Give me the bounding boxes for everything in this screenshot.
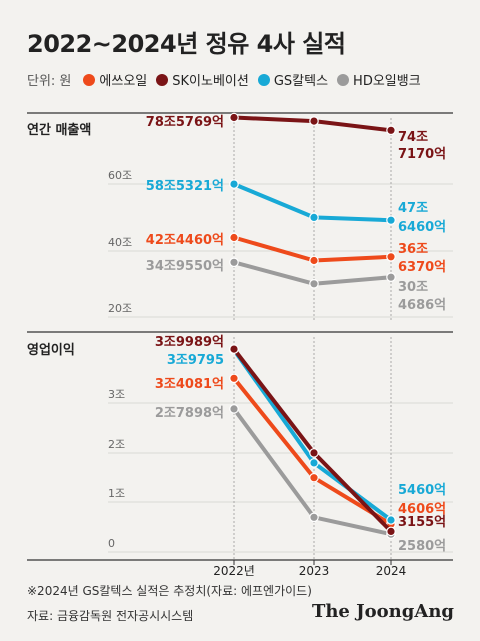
start-value-label: 58조5321억	[146, 179, 224, 194]
y-tick-label: 60조	[108, 169, 132, 182]
y-tick-label: 0	[108, 537, 115, 550]
end-value-label: 6460억	[398, 220, 446, 235]
y-tick-label: 1조	[108, 487, 125, 500]
publisher-logo: The JoongAng	[311, 601, 454, 622]
end-value-label: 5460억	[398, 483, 446, 498]
data-point	[309, 458, 319, 468]
data-point	[309, 278, 319, 289]
x-tick-label: 2022년	[213, 564, 255, 578]
legend-item-gs: GS칼텍스	[257, 70, 329, 89]
legend-label: GS칼텍스	[273, 74, 329, 89]
legend-label: 에쓰오일	[99, 74, 148, 89]
start-value-label: 42조4460억	[146, 233, 224, 248]
end-value-label: 30조	[398, 280, 428, 295]
end-value-label: 4606억	[398, 502, 446, 517]
data-point	[309, 472, 319, 483]
source-note: 자료: 금융감독원 전자공시시스템	[27, 609, 194, 623]
legend: 단위: 원 에쓰오일 SK이노베이션 GS칼텍스 HD오일뱅크	[27, 70, 430, 89]
data-point	[386, 215, 396, 225]
end-value-label: 2580억	[398, 539, 446, 554]
data-point	[386, 125, 396, 136]
end-value-label: 74조	[398, 130, 428, 145]
legend-label: HD오일뱅크	[353, 74, 421, 89]
end-value-label: 4686억	[398, 298, 446, 313]
y-tick-label: 40조	[108, 236, 132, 249]
legend-dot-icon	[337, 73, 350, 86]
end-value-label: 47조	[398, 201, 428, 216]
panel-title: 연간 매출액	[27, 122, 91, 138]
data-point	[309, 512, 319, 523]
y-tick-label: 3조	[108, 388, 125, 401]
legend-dot-icon	[83, 73, 96, 86]
panel-title: 영업이익	[27, 342, 75, 358]
data-point	[386, 272, 396, 282]
start-value-label: 3조4081억	[155, 377, 224, 392]
end-value-label: 36조	[398, 242, 428, 257]
start-value-label: 78조5769억	[146, 115, 224, 130]
data-point	[386, 526, 396, 537]
y-tick-label: 20조	[108, 302, 132, 315]
data-point	[309, 116, 319, 126]
legend-label: SK이노베이션	[172, 74, 249, 89]
data-point	[309, 212, 319, 223]
data-point	[386, 251, 396, 262]
data-point	[229, 179, 239, 189]
y-tick-label: 2조	[108, 438, 125, 451]
end-value-label: 6370억	[398, 260, 446, 275]
end-value-label: 3155억	[398, 515, 446, 530]
series-line	[232, 348, 393, 522]
start-value-label: 2조7898억	[155, 406, 224, 421]
data-point	[229, 232, 239, 243]
data-point	[229, 257, 239, 268]
x-tick-label: 2023	[299, 564, 330, 578]
start-value-label: 34조9550억	[146, 259, 224, 274]
data-point	[386, 515, 396, 525]
legend-item-hd: HD오일뱅크	[337, 70, 421, 89]
legend-item-soil: 에쓰오일	[83, 70, 147, 89]
start-value-label: 3조9989억	[155, 335, 224, 350]
data-point	[229, 344, 239, 354]
x-tick-label: 2024	[376, 564, 407, 578]
data-point	[309, 448, 319, 458]
footnote: ※2024년 GS칼텍스 실적은 추정치(자료: 에프엔가이드)	[27, 584, 312, 598]
data-point	[309, 255, 319, 266]
data-point	[229, 373, 239, 384]
start-value-label: 3조9795	[167, 353, 224, 368]
legend-dot-icon	[156, 73, 169, 86]
page-title: 2022~2024년 정유 4사 실적	[27, 30, 346, 58]
data-point	[229, 112, 239, 123]
data-point	[229, 404, 239, 414]
legend-unit: 단위: 원	[27, 74, 72, 89]
legend-dot-icon	[257, 73, 270, 86]
end-value-label: 7170억	[398, 147, 446, 162]
legend-item-sk: SK이노베이션	[156, 70, 249, 89]
